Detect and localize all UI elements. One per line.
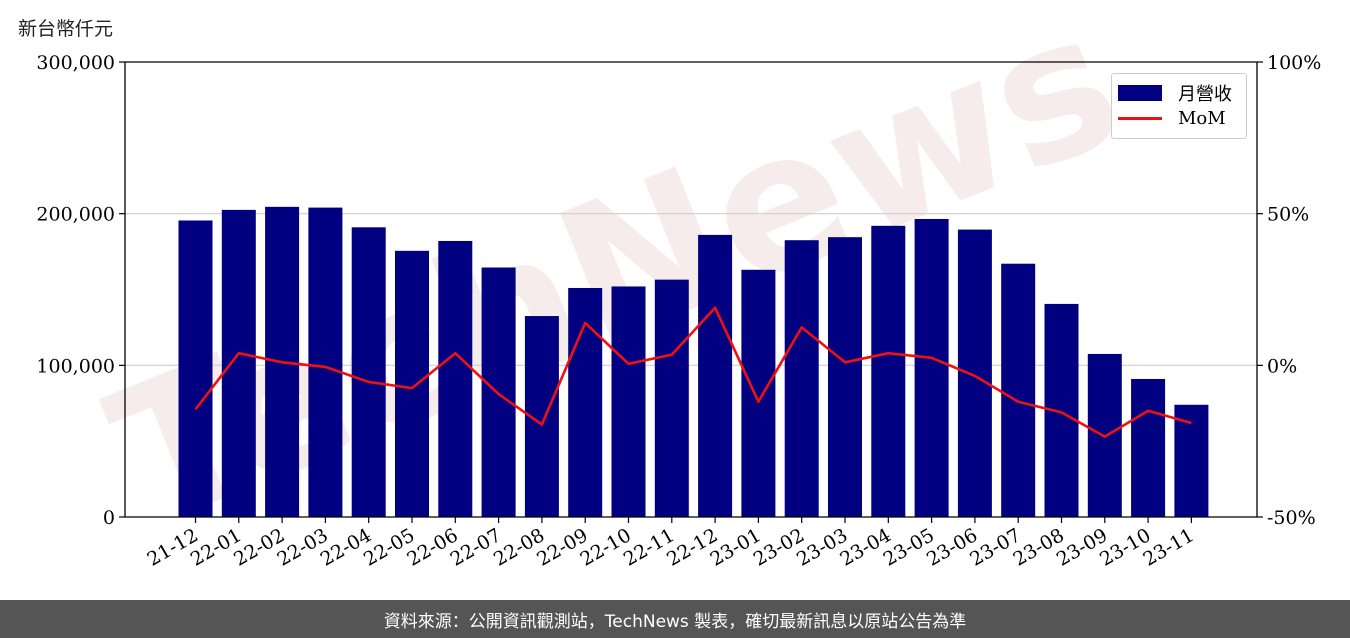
bar — [957, 229, 992, 517]
bar — [1001, 263, 1036, 517]
bar — [221, 209, 256, 517]
legend-item-bar: 月營收 — [1118, 80, 1232, 106]
bar — [914, 218, 949, 517]
y-right-tick-label: 50% — [1267, 204, 1309, 226]
y-axis-unit-label: 新台幣仟元 — [18, 18, 114, 40]
legend: 月營收 MoM — [1111, 73, 1247, 139]
axes — [124, 61, 1258, 518]
bar — [438, 240, 473, 517]
y-left-tick-label: 300,000 — [36, 52, 115, 74]
y-left-tick-label: 100,000 — [36, 355, 115, 377]
x-tick-label: 23-11 — [1139, 524, 1197, 570]
y-left-tick-label: 0 — [103, 507, 115, 529]
bar — [871, 225, 906, 518]
bar — [611, 286, 646, 517]
chart: TechNews 0100,000200,000300,000-50%0%50%… — [36, 0, 1321, 571]
footer-source-note: 資料來源：公開資訊觀測站，TechNews 製表，確切最新訊息以原站公告為準 — [0, 600, 1350, 638]
y-left-tick-label: 200,000 — [36, 204, 115, 226]
bar — [741, 269, 776, 517]
bar — [784, 240, 819, 518]
bar — [481, 267, 516, 517]
bar — [395, 250, 429, 517]
bar — [1131, 378, 1166, 517]
bar — [828, 237, 862, 518]
line-series — [194, 306, 1192, 438]
bar — [351, 227, 386, 518]
bar — [698, 234, 733, 517]
legend-label-bar: 月營收 — [1178, 84, 1232, 105]
mom-line — [194, 306, 1192, 438]
legend-swatch-line — [1118, 117, 1162, 120]
legend-label-line: MoM — [1178, 108, 1226, 129]
bar — [308, 207, 343, 517]
legend-item-line: MoM — [1118, 108, 1226, 129]
legend-swatch-bar — [1118, 85, 1162, 101]
y-right-tick-label: -50% — [1267, 507, 1316, 529]
bar — [654, 279, 689, 517]
y-right-tick-label: 100% — [1267, 52, 1321, 74]
bar — [178, 220, 213, 517]
y-right-tick-label: 0% — [1267, 355, 1297, 377]
bar — [1174, 404, 1209, 517]
